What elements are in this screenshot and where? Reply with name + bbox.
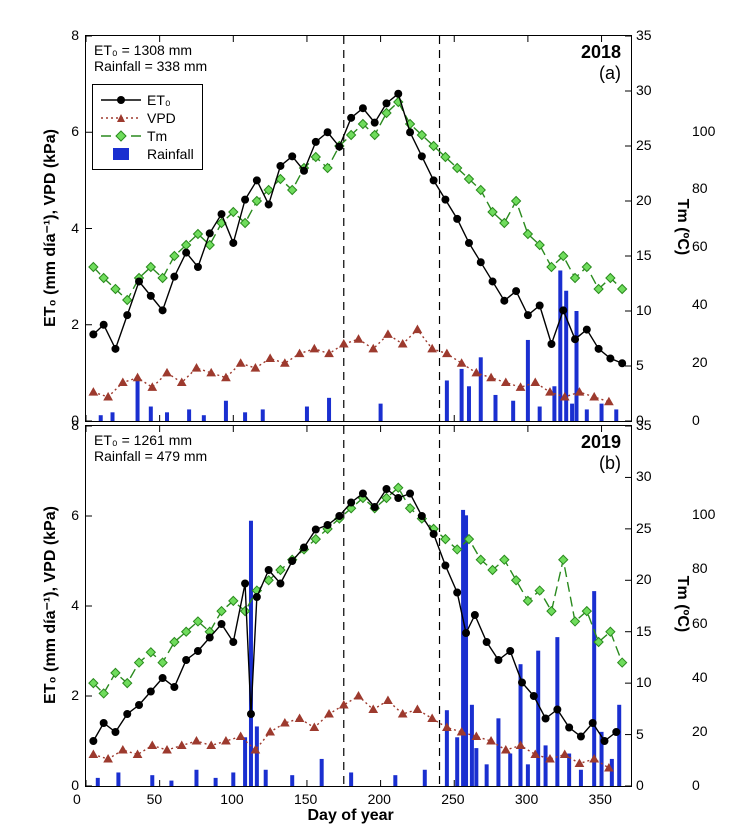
- xtick: 100: [220, 791, 243, 807]
- ytick-rain: 0: [692, 412, 700, 428]
- yaxis-left-label-A: ET₀ (mm día⁻¹), VPD (kPa): [40, 103, 60, 353]
- ytick-tm: 10: [636, 302, 652, 318]
- xtick: 200: [368, 791, 391, 807]
- legend-label: VPD: [147, 110, 176, 126]
- ytick-tm: 30: [636, 468, 652, 484]
- panel-B-year-block: 2019(b): [581, 432, 621, 474]
- ytick-tm: 25: [636, 520, 652, 536]
- annot-line: Rainfall = 479 mm: [94, 448, 207, 464]
- ytick-rain: 0: [692, 777, 700, 793]
- ytick-tm: 35: [636, 417, 652, 433]
- legend-row: Rainfall: [101, 145, 194, 163]
- panel-A-annot: ET₀ = 1308 mmRainfall = 338 mm: [94, 42, 207, 74]
- ytick-tm: 5: [636, 726, 644, 742]
- ytick-tm: 25: [636, 137, 652, 153]
- ytick-left: 2: [71, 316, 79, 332]
- ytick-rain: 100: [692, 123, 715, 139]
- ytick-tm: 5: [636, 357, 644, 373]
- ytick-left: 4: [71, 597, 79, 613]
- legend-swatch-rain: [101, 147, 141, 161]
- ytick-rain: 40: [692, 296, 708, 312]
- panel-B-svg: [86, 426, 631, 786]
- ytick-tm: 10: [636, 674, 652, 690]
- panel-B: ET₀ = 1261 mmRainfall = 479 mm 2019(b): [85, 425, 632, 787]
- ytick-left: 2: [71, 687, 79, 703]
- ytick-left: 8: [71, 27, 79, 43]
- panel-tag: (b): [581, 453, 621, 474]
- ytick-tm: 35: [636, 27, 652, 43]
- ytick-rain: 40: [692, 669, 708, 685]
- xtick: 300: [515, 791, 538, 807]
- legend: ET₀ VPD Tm Rainfall: [92, 84, 203, 170]
- xaxis-label: Day of year: [308, 807, 394, 825]
- panel-year: 2018: [581, 42, 621, 63]
- panel-A-year-block: 2018(a): [581, 42, 621, 84]
- yaxis-tm-label-A: Tm (ºC): [673, 187, 691, 267]
- legend-label: ET₀: [147, 92, 171, 108]
- xtick: 50: [147, 791, 163, 807]
- legend-swatch-tm: [101, 129, 141, 143]
- legend-row: Tm: [101, 127, 194, 145]
- ytick-rain: 60: [692, 615, 708, 631]
- annot-line: ET₀ = 1308 mm: [94, 42, 207, 58]
- ytick-tm: 0: [636, 777, 644, 793]
- legend-row: ET₀: [101, 91, 194, 109]
- ytick-rain: 20: [692, 354, 708, 370]
- ytick-left: 8: [71, 417, 79, 433]
- panel-tag: (a): [581, 63, 621, 84]
- panel-A: ET₀ = 1308 mmRainfall = 338 mm 2018(a) ET₀…: [85, 35, 632, 422]
- panel-year: 2019: [581, 432, 621, 453]
- legend-swatch-vpd: [101, 111, 141, 125]
- legend-row: VPD: [101, 109, 194, 127]
- ytick-tm: 15: [636, 623, 652, 639]
- legend-label: Rainfall: [147, 146, 194, 162]
- xtick: 250: [441, 791, 464, 807]
- legend-label: Tm: [147, 128, 167, 144]
- annot-line: Rainfall = 338 mm: [94, 58, 207, 74]
- ytick-left: 6: [71, 123, 79, 139]
- ytick-rain: 80: [692, 180, 708, 196]
- yaxis-tm-label-B: Tm (ºC): [673, 564, 691, 644]
- xtick: 350: [589, 791, 612, 807]
- ytick-tm: 15: [636, 247, 652, 263]
- ytick-tm: 30: [636, 82, 652, 98]
- ytick-rain: 60: [692, 238, 708, 254]
- ytick-left: 4: [71, 220, 79, 236]
- ytick-rain: 100: [692, 506, 715, 522]
- ytick-rain: 20: [692, 723, 708, 739]
- annot-line: ET₀ = 1261 mm: [94, 432, 207, 448]
- yaxis-left-label-B: ET₀ (mm día⁻¹), VPD (kPa): [40, 480, 60, 730]
- legend-swatch-et0: [101, 93, 141, 107]
- ytick-rain: 80: [692, 560, 708, 576]
- xtick: 0: [73, 791, 81, 807]
- xtick: 150: [294, 791, 317, 807]
- ytick-tm: 20: [636, 571, 652, 587]
- ytick-left: 6: [71, 507, 79, 523]
- panel-B-annot: ET₀ = 1261 mmRainfall = 479 mm: [94, 432, 207, 464]
- ytick-tm: 20: [636, 192, 652, 208]
